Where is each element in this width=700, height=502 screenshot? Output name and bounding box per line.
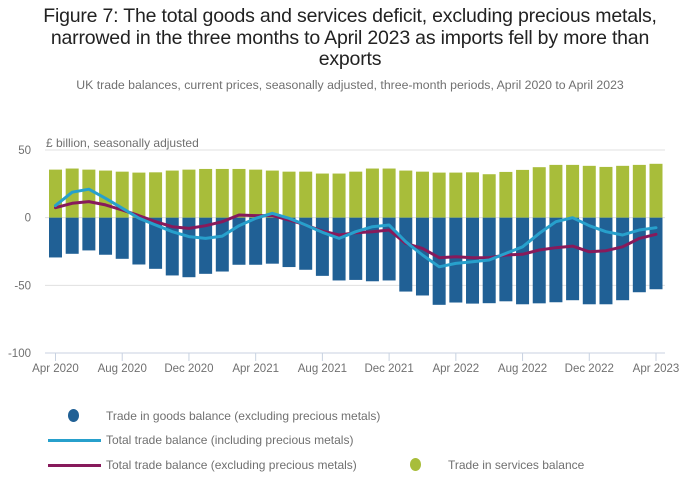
- services-bar: [582, 165, 596, 218]
- goods-bar: [499, 217, 513, 302]
- x-tick-label: Apr 2021: [232, 363, 279, 375]
- services-bar: [566, 164, 580, 218]
- services-bar: [232, 168, 246, 218]
- services-bar: [165, 170, 179, 218]
- goods-bar: [182, 217, 196, 278]
- goods-bar: [82, 217, 96, 251]
- bars: [49, 163, 663, 305]
- goods-bar: [99, 217, 113, 255]
- goods-bar: [249, 217, 263, 265]
- goods-bar: [282, 217, 296, 268]
- services-bar: [415, 171, 429, 218]
- goods-bar: [132, 217, 146, 265]
- goods-bar: [315, 217, 329, 276]
- legend-label: Total trade balance (excluding precious …: [106, 458, 357, 472]
- total-incl-line-icon: [48, 439, 101, 442]
- services-bar: [82, 169, 96, 218]
- services-bar: [182, 169, 196, 218]
- services-bar: [616, 165, 630, 218]
- goods-bar: [432, 217, 446, 305]
- services-bar: [132, 172, 146, 218]
- legend-label: Total trade balance (including precious …: [106, 433, 354, 447]
- goods-bar: [332, 217, 346, 281]
- services-bar: [649, 163, 663, 218]
- services-bar: [549, 164, 563, 218]
- x-tick-label: Apr 2022: [432, 363, 479, 375]
- services-bar: [632, 164, 646, 218]
- services-bar: [482, 174, 496, 218]
- chart-subtitle: UK trade balances, current prices, seaso…: [76, 78, 624, 92]
- services-bar: [532, 167, 546, 218]
- services-bar: [432, 172, 446, 218]
- goods-bar: [532, 217, 546, 304]
- services-bar: [332, 173, 346, 218]
- goods-bar: [599, 217, 613, 305]
- legend-label: Trade in services balance: [448, 458, 585, 472]
- x-tick-label: Dec 2021: [364, 363, 413, 375]
- lines: [54, 187, 658, 269]
- services-bar: [516, 169, 530, 218]
- x-tick-label: Apr 2023: [633, 363, 680, 375]
- goods-bar: [365, 217, 379, 282]
- total-excl-line-icon: [48, 464, 101, 467]
- services-bar: [49, 169, 62, 218]
- y-tick-label: -50: [14, 280, 31, 292]
- goods-bar: [115, 217, 129, 259]
- goods-bar: [299, 217, 313, 270]
- legend-label: Trade in goods balance (excluding precio…: [106, 409, 381, 423]
- goods-bar: [399, 217, 413, 292]
- goods-bar: [265, 217, 279, 264]
- goods-bar: [199, 217, 213, 274]
- services-bar: [382, 168, 396, 218]
- services-bar: [365, 168, 379, 218]
- services-bar: [215, 168, 229, 218]
- goods-bar: [582, 217, 596, 305]
- goods-bar: [65, 217, 79, 254]
- total-incl-line: [54, 187, 658, 269]
- services-bar: [265, 170, 279, 218]
- y-tick-label: 50: [18, 145, 31, 157]
- x-tick-label: Dec 2022: [565, 363, 614, 375]
- goods-bar: [215, 217, 229, 272]
- x-axis: Apr 2020 Aug 2020 Dec 2020 Apr 2021 Aug 2021…: [32, 352, 680, 375]
- services-bar: [282, 171, 296, 218]
- services-bar: [299, 171, 313, 218]
- x-tick-label: Dec 2020: [164, 363, 213, 375]
- services-bar: [249, 169, 263, 218]
- y-tick-label: -100: [8, 348, 31, 360]
- goods-bar: [549, 217, 563, 303]
- services-bar: [349, 171, 363, 218]
- y-axis-ticks: 50 0 -50 -100: [8, 145, 31, 360]
- x-tick-label: Apr 2020: [32, 363, 79, 375]
- services-bar: [449, 172, 463, 218]
- services-bar: [149, 172, 163, 218]
- goods-bar: [149, 217, 163, 269]
- services-bar: [399, 170, 413, 218]
- goods-bar: [349, 217, 363, 280]
- chart-title: Figure 7: The total goods and services d…: [43, 5, 657, 70]
- goods-bar: [516, 217, 530, 305]
- goods-bar: [566, 217, 580, 301]
- services-bar: [315, 173, 329, 218]
- services-dot-icon: [410, 458, 421, 471]
- x-tick-label: Aug 2022: [498, 363, 547, 375]
- y-axis-label: £ billion, seasonally adjusted: [46, 136, 199, 150]
- services-bar: [499, 171, 513, 218]
- goods-bar: [616, 217, 630, 301]
- services-bar: [599, 166, 613, 218]
- x-tick-label: Aug 2021: [298, 363, 347, 375]
- x-tick-label: Aug 2020: [98, 363, 147, 375]
- goods-bar: [449, 217, 463, 303]
- goods-bar: [49, 217, 62, 258]
- goods-dot-icon: [68, 409, 79, 422]
- services-bar: [199, 168, 213, 218]
- y-tick-label: 0: [25, 213, 31, 225]
- services-bar: [466, 172, 480, 218]
